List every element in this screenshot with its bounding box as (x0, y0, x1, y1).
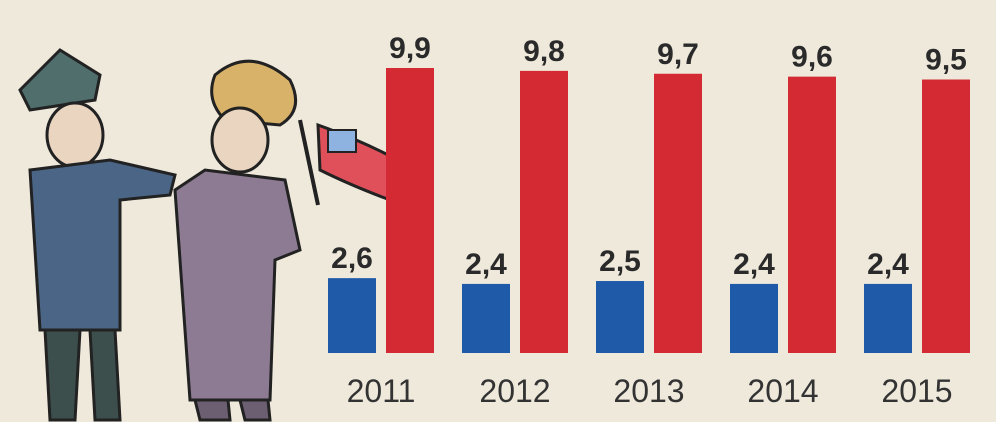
bar (596, 281, 644, 353)
bar (462, 283, 510, 353)
value-label: 2,4 (465, 248, 507, 281)
value-label: 9,5 (925, 44, 967, 77)
head (45, 101, 105, 169)
bar (788, 76, 836, 354)
legs (43, 328, 122, 422)
value-label: 9,6 (791, 41, 833, 74)
legs (193, 398, 272, 422)
x-tick-label: 2012 (479, 373, 550, 409)
head (210, 106, 270, 174)
bar (328, 278, 376, 353)
value-label: 2,4 (733, 248, 775, 281)
bar (654, 73, 702, 354)
value-label: 2,4 (867, 248, 909, 281)
value-label: 9,9 (389, 32, 431, 65)
bar (520, 70, 568, 353)
value-label: 9,8 (523, 35, 565, 68)
x-tick-label: 2013 (613, 373, 684, 409)
x-tick-label: 2015 (881, 373, 952, 409)
flag-canton (327, 129, 357, 153)
value-label: 2,5 (599, 245, 641, 278)
x-tick-label: 2011 (347, 373, 416, 409)
x-tick-label: 2014 (747, 373, 818, 409)
illustration (18, 48, 400, 422)
value-label: 2,6 (331, 242, 373, 275)
value-label: 9,7 (657, 38, 699, 71)
cap (18, 48, 102, 112)
bar (864, 283, 912, 353)
bar (730, 283, 778, 353)
bar (922, 79, 970, 354)
flag-pole (298, 119, 320, 206)
bar (386, 68, 434, 353)
